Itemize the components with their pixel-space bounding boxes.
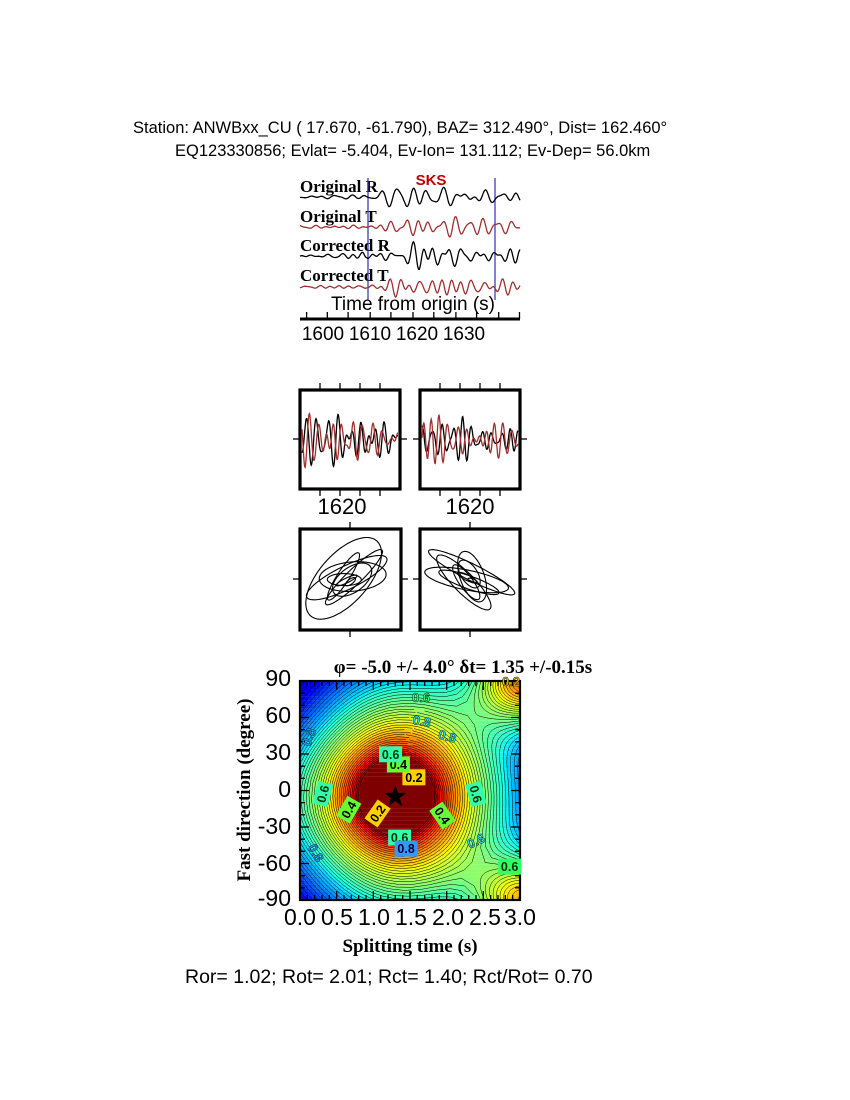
svg-text:-60: -60 bbox=[258, 850, 291, 876]
svg-text:2.5: 2.5 bbox=[469, 904, 501, 930]
svg-text:0.0: 0.0 bbox=[284, 904, 316, 930]
svg-text:0: 0 bbox=[278, 776, 291, 802]
svg-text:60: 60 bbox=[265, 702, 291, 728]
svg-text:0.2: 0.2 bbox=[405, 771, 422, 785]
svg-text:30: 30 bbox=[265, 739, 291, 765]
svg-text:0.5: 0.5 bbox=[321, 904, 353, 930]
svg-text:2.0: 2.0 bbox=[432, 904, 464, 930]
svg-text:0.6: 0.6 bbox=[412, 690, 430, 705]
svg-text:0.8: 0.8 bbox=[397, 842, 414, 856]
svg-text:0.2: 0.2 bbox=[502, 674, 520, 689]
svg-text:0.6: 0.6 bbox=[382, 748, 399, 762]
svg-text:3.0: 3.0 bbox=[504, 904, 536, 930]
svg-text:0.6: 0.6 bbox=[501, 860, 518, 874]
svg-text:1.5: 1.5 bbox=[395, 904, 427, 930]
svg-text:Splitting time (s): Splitting time (s) bbox=[342, 936, 477, 957]
svg-text:φ= -5.0 +/- 4.0° δt= 1.35 +/-0: φ= -5.0 +/- 4.0° δt= 1.35 +/-0.15s bbox=[334, 657, 592, 678]
svg-text:Fast direction (degree): Fast direction (degree) bbox=[234, 699, 255, 882]
svg-text:-30: -30 bbox=[258, 813, 291, 839]
svg-text:0.8: 0.8 bbox=[412, 712, 432, 730]
svg-text:1.0: 1.0 bbox=[358, 904, 390, 930]
svg-text:90: 90 bbox=[265, 665, 291, 691]
svg-text:Ror= 1.02; Rot= 2.01; Rct= 1.4: Ror= 1.02; Rot= 2.01; Rct= 1.40; Rct/Rot… bbox=[185, 966, 593, 988]
